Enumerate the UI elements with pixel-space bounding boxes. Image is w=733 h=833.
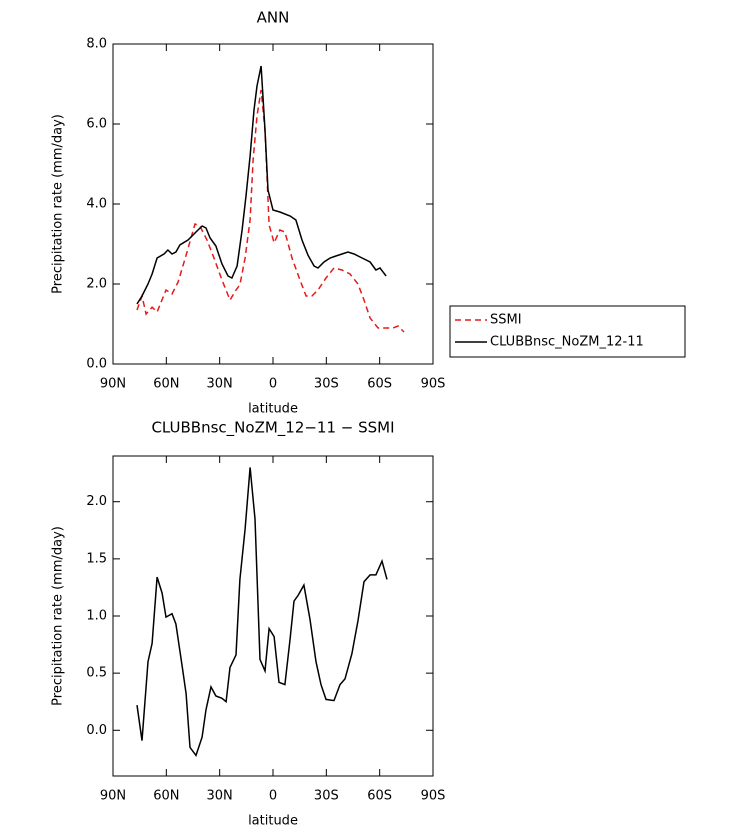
y-tick-label: 0.0 xyxy=(86,723,107,738)
legend-label: SSMI xyxy=(490,313,522,328)
y-tick-label: 1.5 xyxy=(86,551,107,566)
x-tick-label: 90S xyxy=(421,789,446,804)
data-line xyxy=(136,89,405,333)
y-tick-label: 1.0 xyxy=(86,609,107,624)
y-tick-label: 2.0 xyxy=(86,277,107,292)
x-tick-label: 60S xyxy=(367,377,392,392)
y-tick-label: 0.5 xyxy=(86,666,107,681)
x-tick-label: 0 xyxy=(269,377,277,392)
x-tick-label: 30S xyxy=(314,789,339,804)
x-tick-label: 60N xyxy=(153,789,179,804)
y-tick-label: 4.0 xyxy=(86,197,107,212)
data-line xyxy=(136,65,387,305)
y-tick-label: 0.0 xyxy=(86,357,107,372)
legend-label: CLUBBnsc_NoZM_12-11 xyxy=(490,335,644,350)
plot-frame xyxy=(112,43,434,365)
y-tick-label: 2.0 xyxy=(86,494,107,509)
x-axis-label: latitude xyxy=(248,814,298,829)
data-line xyxy=(136,467,388,757)
x-tick-label: 60S xyxy=(367,789,392,804)
chart-title: ANN xyxy=(257,9,290,27)
y-tick-label: 8.0 xyxy=(86,37,107,52)
x-tick-label: 30S xyxy=(314,377,339,392)
x-tick-label: 90N xyxy=(100,377,126,392)
x-tick-label: 90S xyxy=(421,377,446,392)
x-tick-label: 30N xyxy=(207,789,233,804)
x-tick-label: 30N xyxy=(207,377,233,392)
legend-box xyxy=(449,305,686,358)
y-axis-label: Precipitation rate (mm/day) xyxy=(51,114,66,294)
plot-frame xyxy=(112,455,434,777)
x-tick-label: 90N xyxy=(100,789,126,804)
y-tick-label: 6.0 xyxy=(86,117,107,132)
x-tick-label: 60N xyxy=(153,377,179,392)
chart-title: CLUBBnsc_NoZM_12−11 − SSMI xyxy=(151,419,394,438)
y-axis-label: Precipitation rate (mm/day) xyxy=(51,526,66,706)
x-axis-label: latitude xyxy=(248,402,298,417)
x-tick-label: 0 xyxy=(269,789,277,804)
